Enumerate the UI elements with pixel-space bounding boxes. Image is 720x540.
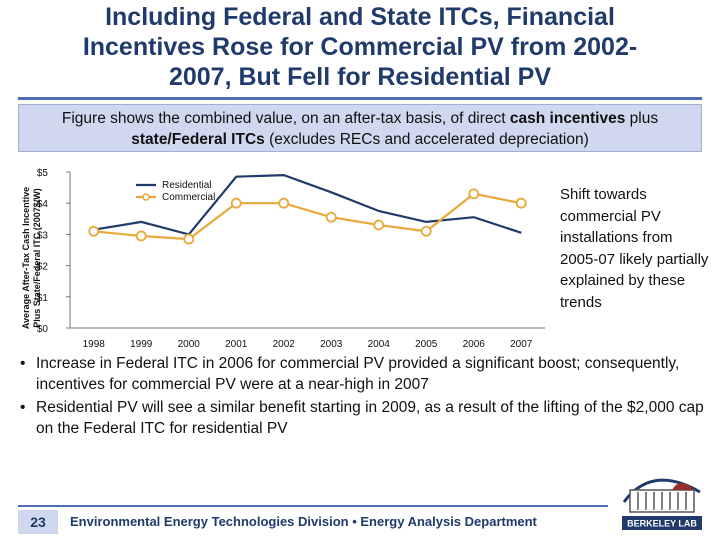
logo-dome [672,483,694,490]
series-line-residential [93,173,522,236]
legend-label: Residential [162,180,211,191]
bullet-item: • Residential PV will see a similar bene… [18,397,708,439]
caption-text-3: (excludes RECs and accelerated depreciat… [264,131,589,148]
bullet-list: • Increase in Federal ITC in 2006 for co… [18,353,708,441]
x-tick-label: 1999 [130,339,153,350]
caption-text-1: Figure shows the combined value, on an a… [61,110,510,127]
logo-text: BERKELEY LAB [627,519,697,529]
footer-text: Environmental Energy Technologies Divisi… [70,514,537,529]
y-axis-title: Average After-Tax Cash Incentive [21,187,31,329]
caption-bold-1: cash incentives [509,110,626,127]
legend-marker-commercial [142,193,150,201]
x-tick-label: 2004 [368,339,391,350]
incentives-line-chart: $0 $1 $2 $3 $4 $5 1998 1999 2000 2001 2002 2003 2004… [21,168,545,350]
data-point-commercial [230,197,242,209]
y-tick-label: $1 [37,293,49,304]
x-tick-label: 1998 [83,339,106,350]
slide-title: Including Federal and State ITCs, Financ… [0,2,720,92]
y-tick-label: $0 [37,324,49,335]
x-tick-label: 2001 [225,339,248,350]
x-tick-label: 2007 [510,339,533,350]
x-tick-label: 2005 [415,339,438,350]
x-tick-label: 2000 [178,339,201,350]
data-point-commercial [420,225,432,237]
figure-caption: Figure shows the combined value, on an a… [18,104,702,152]
title-line-3: 2007, But Fell for Residential PV [168,63,552,91]
caption-bold-2: state/Federal ITCs [131,131,265,148]
data-point-commercial [373,219,385,231]
page-number: 23 [18,510,58,534]
x-tick-label: 2003 [320,339,343,350]
berkeley-lab-logo: BERKELEY LAB [622,478,702,530]
logo-banner [622,516,702,530]
y-tick-label: $2 [37,262,49,273]
data-point-commercial [325,211,337,223]
bullet-dot: • [20,399,26,416]
y-axis-title: Plus State/Federal ITC (2007$/W) [32,188,42,328]
data-point-commercial [515,197,527,209]
side-note: Shift towards commercial PV installation… [560,186,709,311]
legend-label: Commercial [162,192,215,203]
x-tick-label: 2006 [463,339,486,350]
data-point-commercial [278,197,290,209]
bullet-dot: • [20,355,26,372]
x-tick-label: 2002 [273,339,296,350]
data-point-commercial [183,233,195,245]
y-tick-label: $3 [37,230,49,241]
title-line-2: Incentives Rose for Commercial PV from 2… [82,33,638,61]
data-point-commercial [135,230,147,242]
data-point-commercial [468,188,480,200]
bullet-item: • Increase in Federal ITC in 2006 for co… [18,353,708,395]
bullet-text: Residential PV will see a similar benefi… [36,399,704,437]
y-tick-label: $4 [37,199,49,210]
caption-text-2: plus [625,110,659,127]
y-tick-label: $5 [37,168,49,179]
bullet-text: Increase in Federal ITC in 2006 for comm… [36,355,680,393]
footer-divider [18,505,608,507]
title-line-1: Including Federal and State ITCs, Financ… [105,3,615,31]
series-line-commercial [93,192,522,241]
data-point-commercial [88,225,100,237]
logo-columns [637,492,687,510]
title-divider [18,97,702,100]
